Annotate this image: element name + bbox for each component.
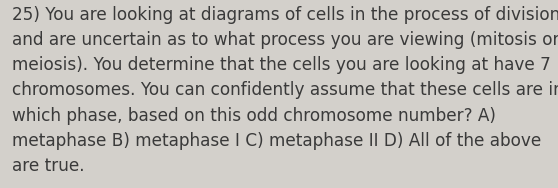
Text: 25) You are looking at diagrams of cells in the process of division
and are unce: 25) You are looking at diagrams of cells… [12,6,558,175]
